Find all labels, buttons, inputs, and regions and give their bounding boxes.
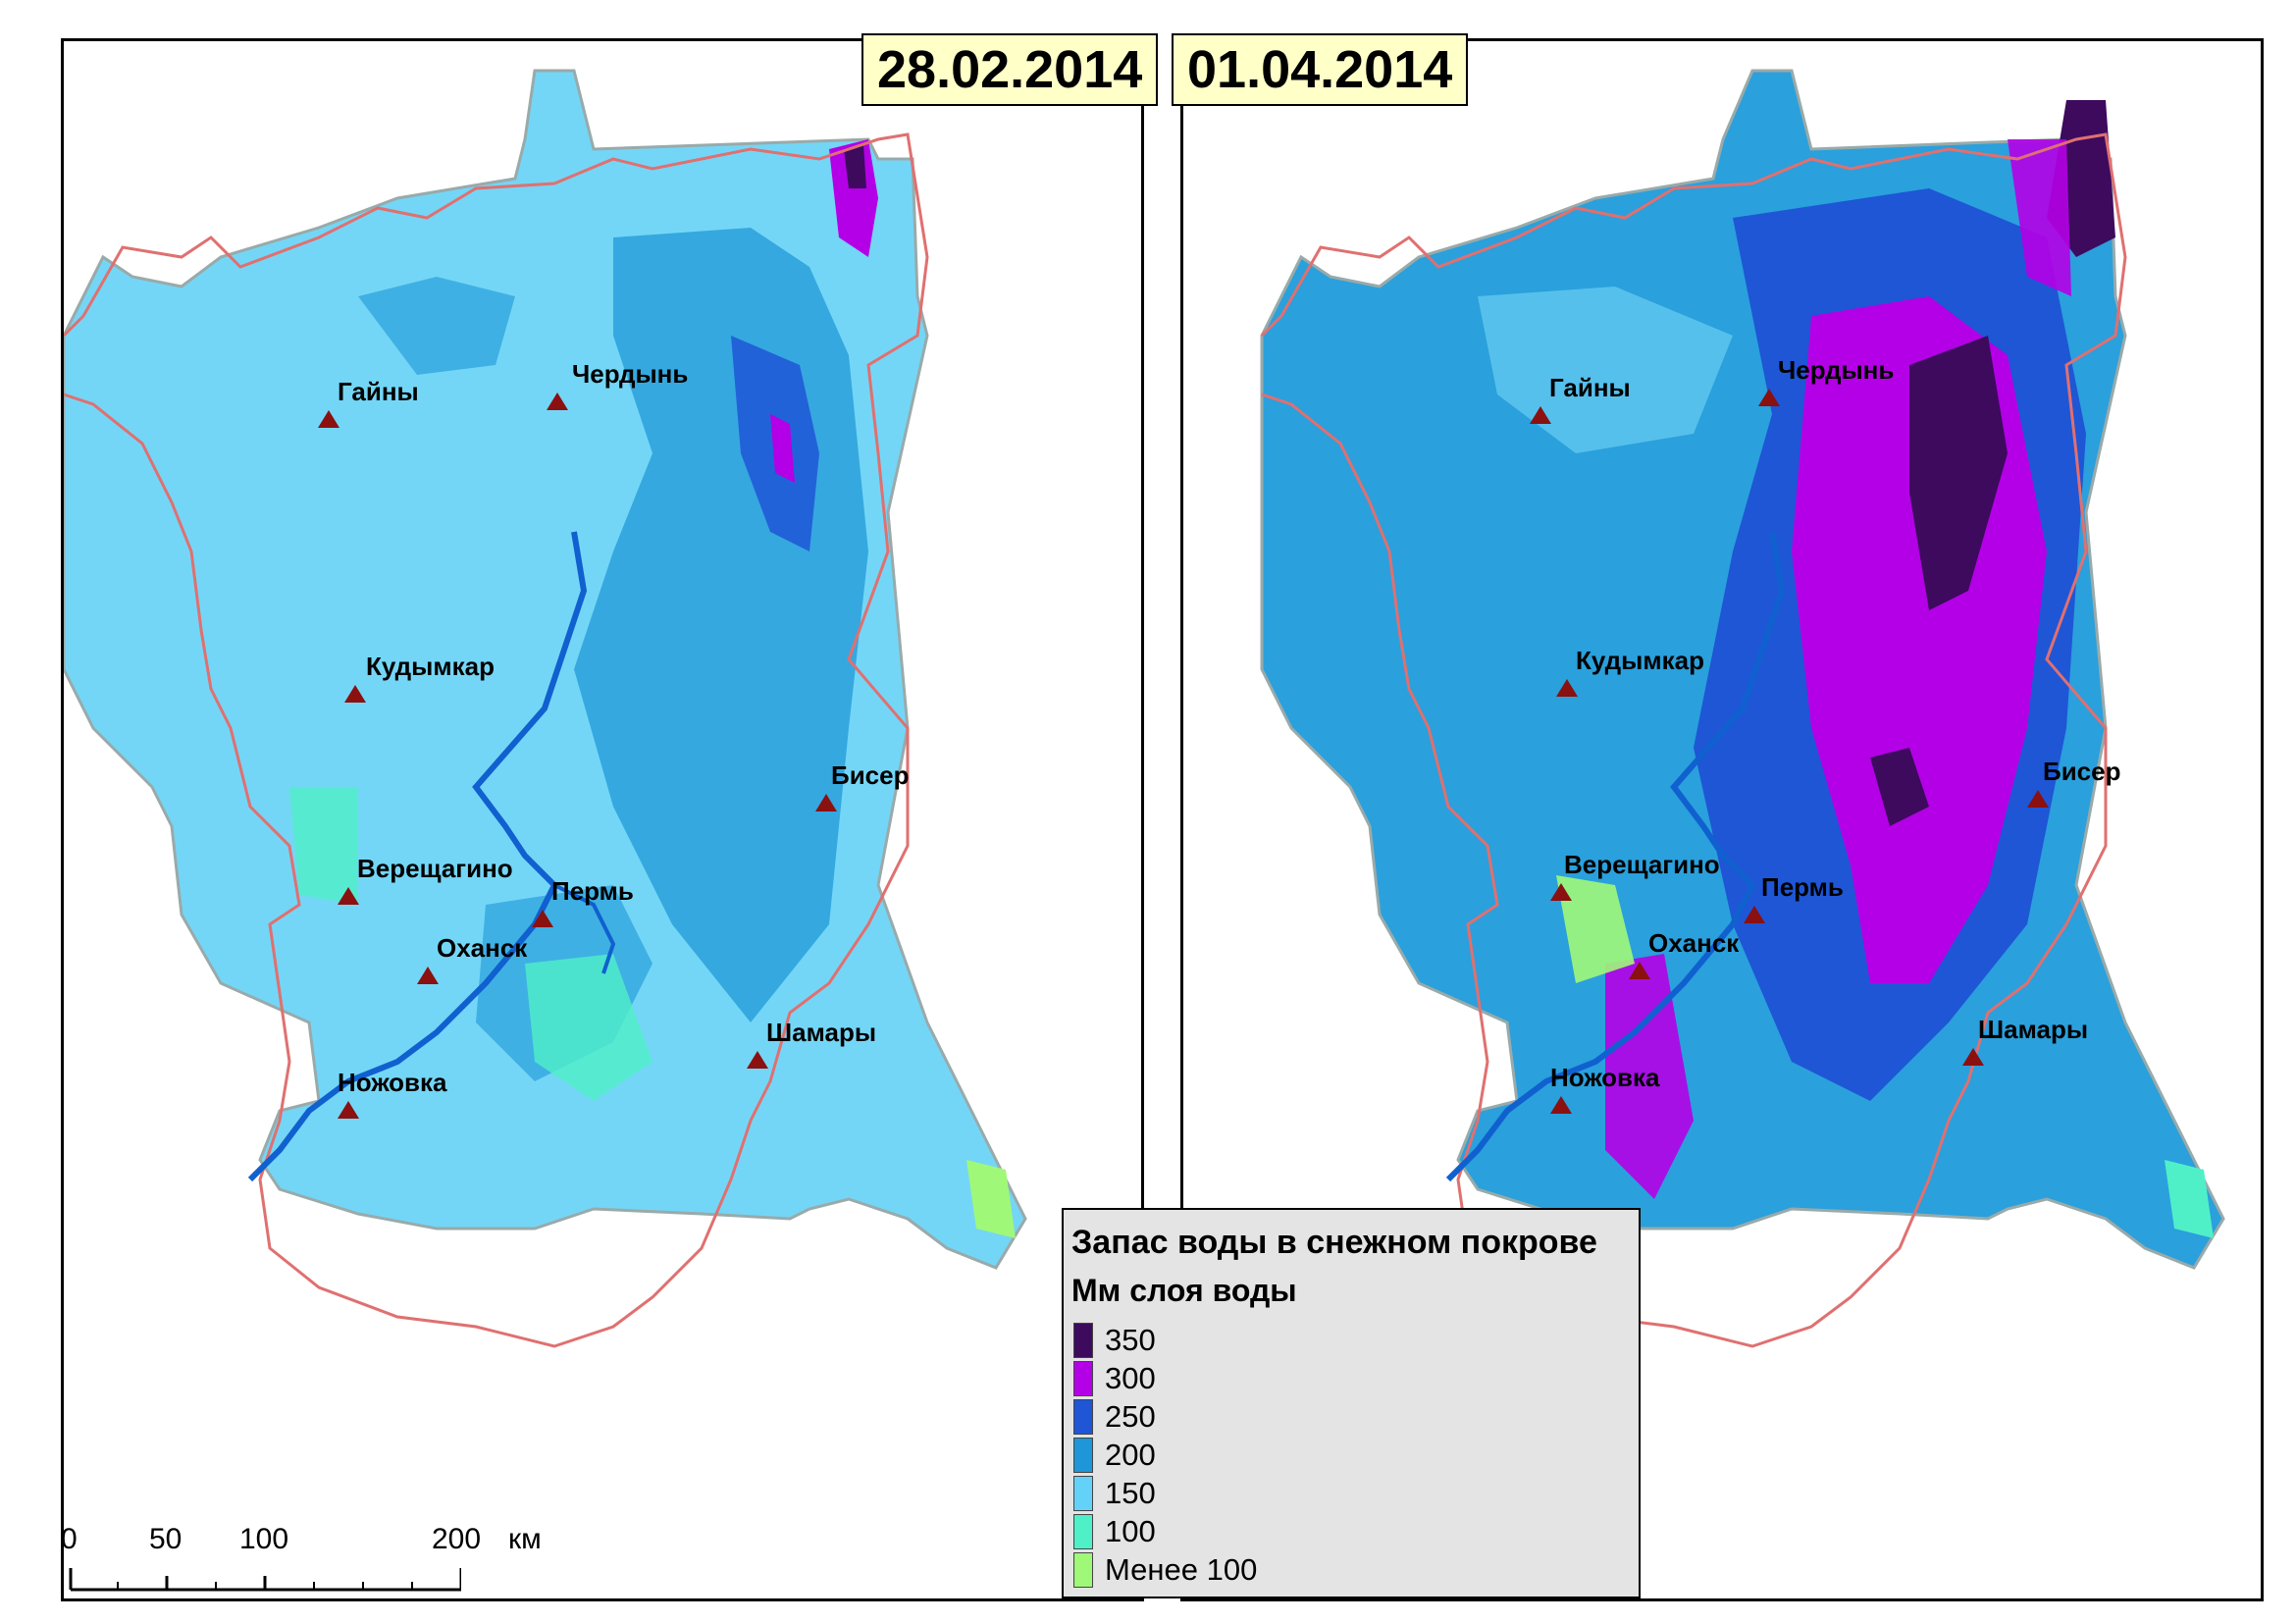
map-panel-left [61,38,1144,1601]
legend-item-300: 300 [1073,1360,1156,1397]
snow-map-right [1260,69,2225,1348]
legend-title: Запас воды в снежном покрове [1071,1224,1597,1261]
city-biser-right: Бисер [2027,757,2120,808]
city-okhansk-left: Оханск [417,933,527,984]
legend-swatch [1073,1476,1093,1511]
city-cherdyn-left: Чердынь [547,359,688,410]
city-gainy-right: Гайны [1530,373,1631,424]
city-vereshchagino-right: Верещагино [1550,850,1720,901]
legend-item-350: 350 [1073,1322,1156,1359]
city-perm-right: Пермь [1744,872,1844,923]
legend: Запас воды в снежном покрове Мм слоя вод… [1062,1208,1641,1598]
legend-item-less-100: Менее 100 [1073,1551,1257,1589]
city-perm-left: Пермь [532,876,634,927]
date-label-right: 01.04.2014 [1172,33,1469,106]
legend-unit: Мм слоя воды [1071,1273,1297,1308]
legend-swatch [1073,1514,1093,1549]
legend-item-250: 250 [1073,1398,1156,1436]
date-label-left: 28.02.2014 [861,33,1159,106]
city-kudymkar-right: Кудымкар [1556,646,1704,697]
legend-swatch [1073,1323,1093,1358]
scale-bar [69,1568,461,1592]
scale-label-200: 200 [432,1523,482,1555]
city-cherdyn-right: Чердынь [1758,355,1894,406]
legend-swatch [1073,1552,1093,1588]
scale-label-50: 50 [149,1523,183,1555]
city-okhansk-right: Оханск [1629,928,1739,979]
scale-label-0: 0 [61,1523,78,1555]
city-shamary-right: Шамары [1962,1015,2088,1066]
city-gainy-left: Гайны [318,377,419,428]
legend-swatch [1073,1361,1093,1396]
snow-map-left [64,69,1027,1348]
city-vereshchagino-left: Верещагино [338,854,513,905]
legend-item-150: 150 [1073,1475,1156,1512]
city-nozhovka-left: Ножовка [338,1068,446,1119]
city-shamary-left: Шамары [747,1018,876,1069]
legend-swatch [1073,1438,1093,1473]
legend-item-100: 100 [1073,1513,1156,1550]
city-kudymkar-left: Кудымкар [344,652,495,703]
city-nozhovka-right: Ножовка [1550,1063,1659,1114]
city-biser-left: Бисер [815,760,909,812]
scale-unit: км [508,1523,542,1555]
legend-item-200: 200 [1073,1437,1156,1474]
map-panel-right [1180,38,2264,1601]
scale-label-100: 100 [239,1523,289,1555]
legend-swatch [1073,1399,1093,1435]
